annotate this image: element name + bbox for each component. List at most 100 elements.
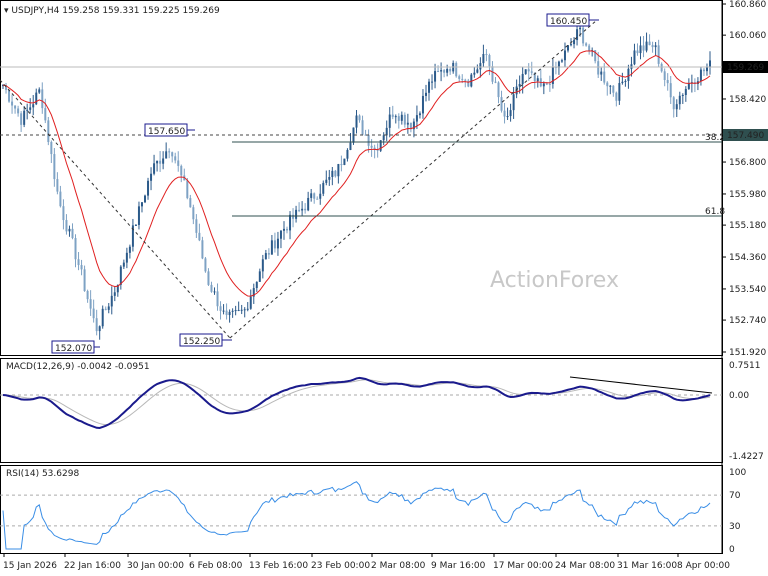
candle-body <box>364 134 367 136</box>
candle-body <box>346 149 349 159</box>
y-tick-label: 156.800 <box>729 158 766 168</box>
y-tick-label: 158.420 <box>729 95 766 105</box>
candle-body <box>261 259 264 272</box>
candle-body <box>651 45 654 48</box>
chart-title: ▾ USDJPY,H4 159.258 159.331 159.225 159.… <box>4 6 220 16</box>
candle-body <box>74 238 77 260</box>
candle-body <box>104 308 107 310</box>
swing-label: 152.070 <box>55 344 92 354</box>
candle-body <box>582 27 585 44</box>
candle-body <box>470 74 473 87</box>
candle-body <box>17 108 20 114</box>
candle-body <box>485 54 488 56</box>
candle-body <box>428 81 431 93</box>
candle-body <box>83 269 86 292</box>
candle-body <box>186 180 189 199</box>
candle-body <box>675 104 678 110</box>
candle-body <box>702 69 705 72</box>
candle-body <box>20 113 23 125</box>
candle-body <box>168 151 171 153</box>
candle-body <box>23 110 26 125</box>
candle-body <box>137 206 140 225</box>
candle-body <box>252 288 255 297</box>
candle-body <box>113 292 116 296</box>
candle-body <box>560 60 563 62</box>
candle-body <box>292 214 295 219</box>
candle-body <box>473 72 476 75</box>
swing-label: 160.450 <box>550 17 587 27</box>
candle-body <box>150 173 153 181</box>
candle-body <box>585 43 588 46</box>
candle-body <box>162 158 165 164</box>
candle-body <box>71 228 74 239</box>
candle-body <box>207 271 210 285</box>
candle-body <box>198 232 201 241</box>
candle-body <box>642 45 645 51</box>
candle-body <box>467 80 470 87</box>
candle-body <box>337 164 340 177</box>
candle-body <box>421 95 424 114</box>
candle-body <box>394 116 397 118</box>
candle-body <box>455 62 458 77</box>
candle-body <box>340 164 343 166</box>
candle-body <box>370 145 373 148</box>
candle-body <box>310 193 313 198</box>
candle-body <box>660 63 663 72</box>
candle-body <box>636 50 639 54</box>
candle-body <box>41 89 44 109</box>
candle-body <box>62 206 65 221</box>
x-tick-label: 15 Jan 2026 <box>3 561 57 571</box>
swing-label: 157.650 <box>148 127 185 137</box>
candle-body <box>434 71 437 82</box>
candle-body <box>234 310 237 312</box>
candle-body <box>551 66 554 85</box>
candle-body <box>349 142 352 150</box>
candle-body <box>352 127 355 143</box>
candle-body <box>361 120 364 135</box>
candle-body <box>50 141 53 155</box>
candle-body <box>524 69 527 74</box>
price-box-label: 157.490 <box>727 131 764 141</box>
candle-body <box>376 149 379 151</box>
candle-body <box>189 198 192 208</box>
candle-body <box>156 160 159 164</box>
candle-body <box>570 44 573 46</box>
y-tick-label: 155.180 <box>729 221 766 231</box>
candle-body <box>418 113 421 116</box>
macd-line <box>2 376 711 430</box>
swing-label: 152.250 <box>183 337 220 347</box>
candle-body <box>609 85 612 87</box>
candle-body <box>44 108 47 121</box>
candle-body <box>536 78 539 82</box>
candle-body <box>633 50 636 65</box>
candle-body <box>437 71 440 73</box>
y-tick-label: 160.860 <box>729 0 766 10</box>
candle-body <box>709 60 711 68</box>
candle-body <box>26 109 29 111</box>
candle-body <box>219 306 222 311</box>
candle-body <box>494 81 497 83</box>
candle-body <box>228 311 231 316</box>
candle-body <box>92 308 95 319</box>
candle-body <box>159 160 162 164</box>
candle-body <box>174 156 177 161</box>
candle-body <box>415 115 418 122</box>
candle-body <box>225 310 228 316</box>
candle-body <box>406 122 409 125</box>
candle-body <box>527 69 530 72</box>
y-tick-label: 154.360 <box>729 253 766 263</box>
candle-body <box>131 225 134 247</box>
candle-body <box>624 80 627 82</box>
candle-body <box>11 101 14 106</box>
candle-body <box>65 220 68 232</box>
candle-body <box>240 309 243 311</box>
candle-body <box>576 29 579 41</box>
candle-body <box>603 71 606 83</box>
candle-body <box>397 116 400 121</box>
candle-body <box>204 258 207 272</box>
candle-body <box>322 182 325 194</box>
candle-body <box>47 120 50 142</box>
candle-body <box>612 85 615 93</box>
candle-body <box>446 68 449 73</box>
candle-body <box>343 158 346 165</box>
